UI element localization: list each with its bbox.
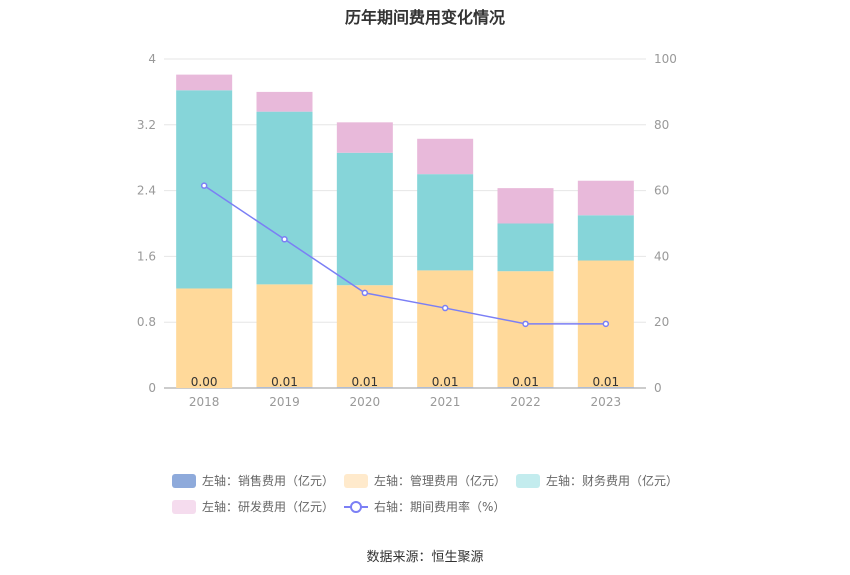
left-axis-tick-label: 1.6 (137, 249, 156, 263)
bar-segment (256, 91, 313, 112)
expense-ratio-point (602, 320, 610, 328)
right-axis-tick-label: 100 (654, 52, 677, 66)
bar-data-label: 0.01 (351, 375, 378, 389)
left-axis-tick-label: 3.2 (137, 118, 156, 132)
legend-item-sales[interactable]: 左轴：销售费用（亿元） (172, 472, 334, 489)
expense-ratio-point (200, 182, 208, 189)
bar-segment (497, 188, 554, 224)
legend-item-admin[interactable]: 左轴：管理费用（亿元） (344, 472, 506, 489)
bar-data-label: 0.01 (592, 375, 619, 389)
bar-segment (417, 270, 474, 388)
legend-label-sales: 左轴：销售费用（亿元） (202, 474, 335, 488)
legend-swatch-expense-ratio (344, 500, 368, 514)
bar-segment (497, 271, 554, 388)
bar-segment (176, 288, 233, 388)
bar-data-label: 0.01 (512, 375, 539, 389)
legend-label-expense-ratio: 右轴：期间费用率（%） (374, 500, 506, 514)
bar-segment (497, 223, 554, 272)
left-axis-tick-label: 2.4 (137, 184, 156, 198)
bar-segment (336, 285, 393, 388)
bar-segment (417, 138, 474, 175)
legend-swatch-sales (172, 473, 196, 488)
bar-segment (176, 74, 233, 91)
bar-segment (176, 90, 233, 289)
legend-swatch-finance (516, 473, 540, 488)
chart-title: 历年期间费用变化情况 (344, 8, 505, 27)
legend-label-finance: 左轴：财务费用（亿元） (546, 474, 679, 488)
legend-item-expense-ratio[interactable]: 右轴：期间费用率（%） (344, 498, 505, 515)
legend-swatch-admin (344, 473, 368, 488)
expense-ratio-line (203, 185, 606, 325)
expense-ratio-point (522, 320, 529, 328)
right-axis-tick-label: 40 (654, 249, 669, 263)
chart-canvas: 00.81.62.43.2402040608010020180.0020190.… (137, 52, 677, 409)
bar-segment (256, 284, 313, 388)
bar-data-label: 0.01 (432, 375, 459, 389)
bar-segment (417, 387, 474, 388)
right-axis-tick-label: 60 (654, 184, 669, 198)
bar-segment (256, 111, 313, 285)
bar-data-label: 0.00 (191, 375, 218, 389)
data-source: 数据来源：恒生聚源 (366, 550, 484, 565)
x-axis-tick-label: 2018 (189, 395, 220, 409)
left-axis-tick-label: 0.8 (137, 315, 156, 329)
left-axis-tick-label: 4 (148, 52, 156, 66)
bar-segment (256, 387, 313, 388)
legend-item-finance[interactable]: 左轴：财务费用（亿元） (516, 472, 678, 489)
bar-segment (336, 152, 393, 286)
x-axis-tick-label: 2023 (591, 395, 622, 409)
bar-segment (336, 122, 393, 153)
left-axis-tick-label: 0 (148, 381, 156, 395)
x-axis-tick-label: 2021 (430, 395, 461, 409)
bar-data-label: 0.01 (271, 375, 298, 389)
right-axis-tick-label: 20 (654, 315, 669, 329)
legend-swatch-rnd (172, 499, 196, 514)
right-axis-tick-label: 80 (654, 118, 669, 132)
bar-segment (417, 174, 474, 271)
x-axis-tick-label: 2020 (350, 395, 381, 409)
expense-ratio-point (281, 236, 288, 243)
legend-label-admin: 左轴：管理费用（亿元） (374, 474, 507, 488)
bar-segment (336, 387, 393, 388)
legend-item-rnd[interactable]: 左轴：研发费用（亿元） (172, 498, 334, 515)
expense-ratio-point (441, 304, 449, 312)
x-axis-tick-label: 2019 (269, 395, 300, 409)
bar-segment (577, 215, 634, 261)
bar-segment (577, 180, 634, 216)
bar-segment (497, 387, 554, 388)
right-axis-tick-label: 0 (654, 381, 662, 395)
expense-ratio-point (361, 289, 369, 297)
legend-label-rnd: 左轴：研发费用（亿元） (202, 500, 335, 514)
bar-segment (577, 387, 634, 388)
x-axis-tick-label: 2022 (510, 395, 541, 409)
